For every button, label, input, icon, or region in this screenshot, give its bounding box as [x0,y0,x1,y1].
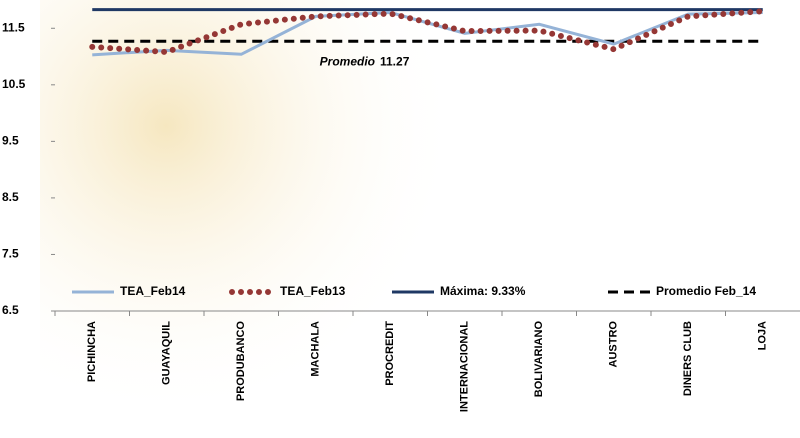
x-tick-label: PROCREDIT [384,321,396,386]
x-tick-label: INTERNACIONAL [459,321,471,412]
series-line [89,8,766,56]
y-tick-label: 7.5 [2,247,19,261]
x-tick-label: LOJA [757,321,769,350]
legend-label: TEA_Feb13 [280,284,346,298]
annotation-value: 11.27 [380,54,410,68]
background-decoration [40,0,460,420]
y-tick-label: 9.5 [2,134,19,148]
x-tick-label: PRODUBANCO [235,321,247,402]
y-tick-label: 8.5 [2,190,19,204]
x-tick-label: MACHALA [310,321,322,377]
x-tick-label: DINERS CLUB [682,321,694,396]
y-tick-label: 11.5 [2,20,25,34]
legend-label: Promedio Feb_14 [656,284,756,298]
x-tick-label: GUAYAQUIL [161,321,173,385]
legend-label: Máxima: 9.33% [440,284,526,298]
x-tick-label: AUSTRO [608,321,620,368]
y-tick-label: 10.5 [2,77,26,91]
x-tick-label: PICHINCHA [86,321,98,382]
annotation-label: Promedio [320,54,375,68]
legend-label: TEA_Feb14 [120,284,186,298]
x-tick-label: BOLIVARIANO [533,321,545,398]
y-tick-label: 6.5 [2,303,19,317]
